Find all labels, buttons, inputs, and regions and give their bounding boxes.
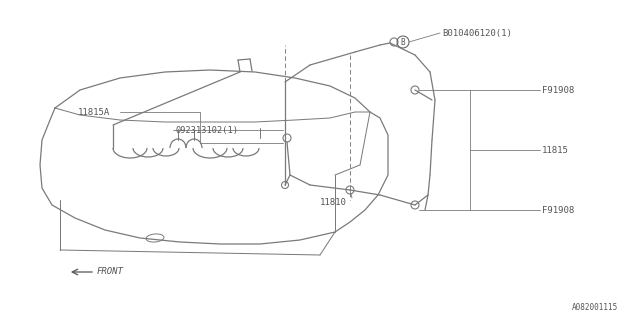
Text: 092313102(1): 092313102(1) bbox=[175, 125, 238, 134]
Text: F91908: F91908 bbox=[542, 85, 574, 94]
Text: B010406120(1): B010406120(1) bbox=[442, 28, 512, 37]
Text: 11815A: 11815A bbox=[78, 108, 110, 116]
Text: B: B bbox=[401, 37, 405, 46]
Text: A082001115: A082001115 bbox=[572, 303, 618, 312]
Text: 11810: 11810 bbox=[320, 197, 347, 206]
Text: F91908: F91908 bbox=[542, 205, 574, 214]
Text: FRONT: FRONT bbox=[97, 268, 124, 276]
Text: 11815: 11815 bbox=[542, 146, 569, 155]
